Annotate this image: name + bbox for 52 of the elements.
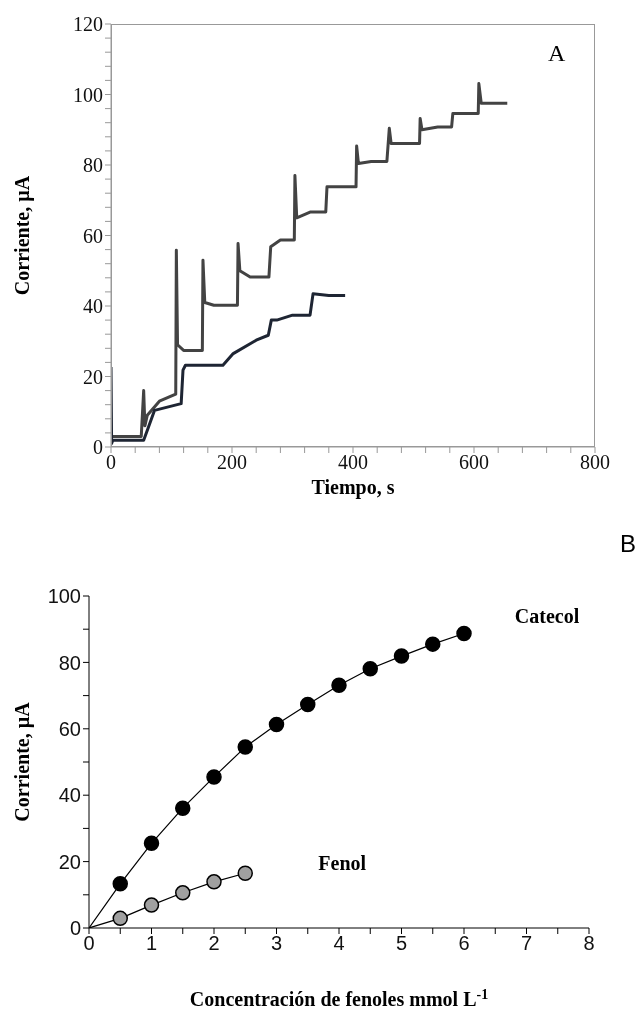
text: Catecol (514, 604, 580, 628)
point (456, 625, 472, 642)
y-tick-label: 120 (73, 13, 103, 36)
text: B (620, 530, 637, 558)
point (425, 636, 441, 652)
x-tick-label: 400 (338, 451, 368, 474)
point (112, 876, 128, 892)
y-tick-label: 0 (69, 917, 81, 940)
x-axis-title: Concentración de fenoles mmol L$^{-1}$ (189, 986, 489, 1010)
x-tick-label: 8 (583, 932, 595, 955)
text: Fenol (318, 851, 367, 875)
point (175, 800, 191, 816)
y-tick-label: 60 (58, 717, 81, 740)
x-tick-label: 3 (270, 932, 283, 955)
y-tick-label: 40 (83, 295, 103, 318)
y-axis-title: Corriente, µA (11, 701, 34, 822)
y-axis-title: Corriente, µA (11, 175, 34, 296)
point (393, 648, 410, 664)
point (300, 696, 316, 713)
point (143, 835, 160, 852)
x-tick-label: 4 (333, 932, 345, 955)
x-tick-label: 200 (217, 451, 247, 474)
x-tick-label: 800 (580, 451, 610, 474)
annotation: A (548, 40, 566, 67)
point (362, 660, 378, 677)
x-tick-label: 7 (520, 932, 533, 955)
y-tick-label: 100 (73, 83, 103, 106)
line-series (111, 292, 347, 445)
y-tick-label: 0 (93, 436, 103, 459)
y-tick-label: 80 (83, 154, 103, 177)
x-tick-label: 5 (395, 932, 408, 955)
point (237, 865, 253, 881)
y-tick-label: 100 (47, 585, 81, 608)
y-tick-label: 20 (58, 850, 81, 873)
point (143, 897, 160, 913)
point (331, 677, 347, 694)
y-tick-label: 80 (58, 651, 81, 674)
x-tick-label: 2 (208, 932, 220, 955)
point (206, 874, 222, 890)
x-tick-label: 1 (145, 932, 158, 955)
point (206, 769, 222, 785)
x-axis-title: Tiempo, s (311, 476, 395, 499)
point (112, 910, 128, 927)
y-tick-label: 20 (83, 365, 103, 388)
point (268, 716, 285, 733)
point (237, 739, 253, 755)
y-tick-label: 60 (83, 224, 103, 247)
line-series (111, 82, 509, 438)
y-tick-label: 40 (58, 784, 81, 807)
x-tick-label: 600 (459, 451, 489, 474)
x-tick-label: 6 (458, 932, 470, 955)
point (175, 885, 191, 901)
